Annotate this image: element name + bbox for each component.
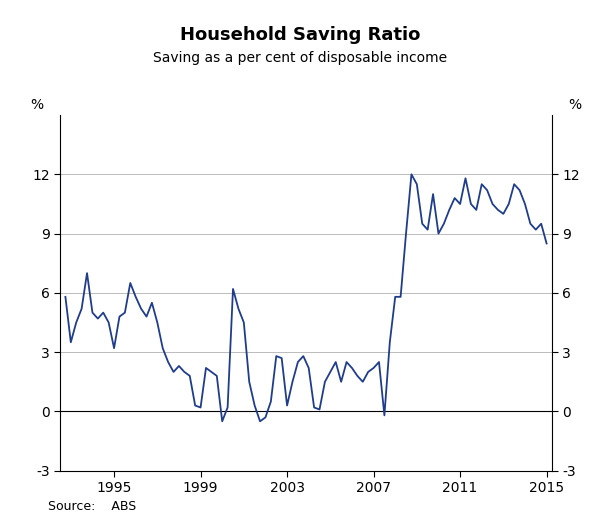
Text: Household Saving Ratio: Household Saving Ratio bbox=[180, 27, 420, 44]
Text: Saving as a per cent of disposable income: Saving as a per cent of disposable incom… bbox=[153, 51, 447, 65]
Text: %: % bbox=[31, 97, 44, 111]
Text: %: % bbox=[568, 97, 581, 111]
Text: Source:    ABS: Source: ABS bbox=[48, 499, 136, 513]
